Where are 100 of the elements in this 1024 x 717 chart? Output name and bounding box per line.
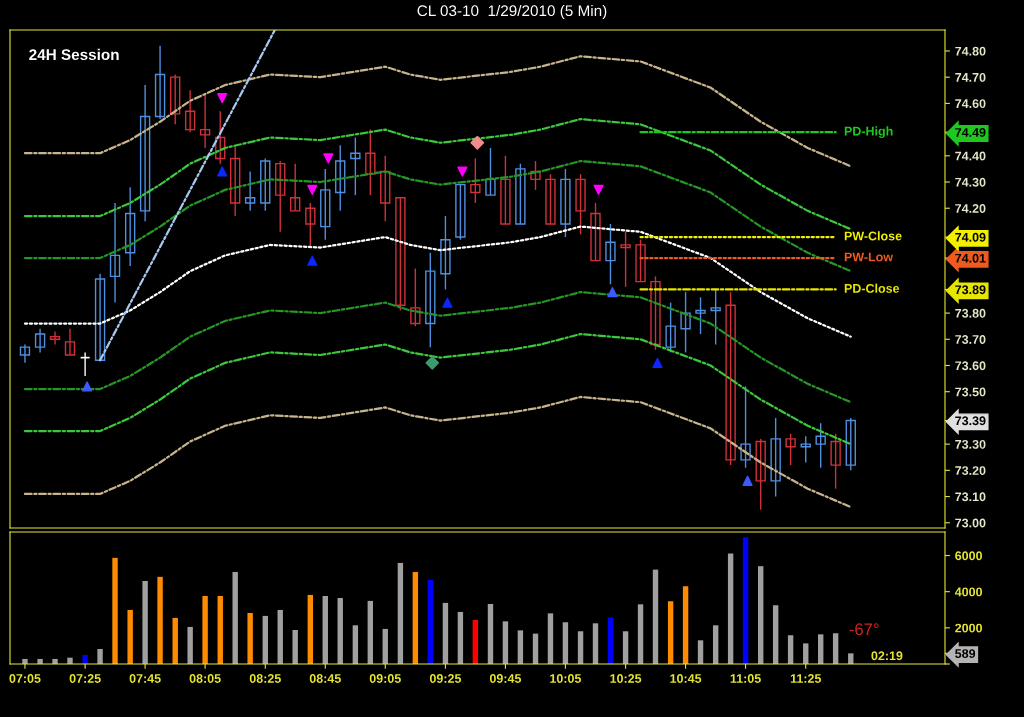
bar bbox=[652, 569, 659, 664]
x-tick-label: 11:25 bbox=[790, 674, 822, 683]
bar bbox=[787, 635, 794, 664]
series-label: PD-Close bbox=[844, 283, 900, 293]
x-tick-label: 08:45 bbox=[309, 674, 341, 683]
point bbox=[307, 184, 318, 195]
point bbox=[217, 93, 228, 104]
bar bbox=[667, 601, 674, 664]
bar bbox=[547, 613, 554, 664]
bar bbox=[337, 598, 343, 664]
bar bbox=[217, 596, 223, 664]
bar bbox=[247, 613, 253, 664]
point bbox=[82, 381, 93, 392]
y-tick-label: 6000 bbox=[955, 551, 983, 561]
x-tick-label: 09:45 bbox=[489, 674, 522, 683]
bar bbox=[487, 603, 494, 664]
series-label: PD-High bbox=[844, 126, 893, 139]
candlestick bbox=[170, 73, 181, 126]
point bbox=[470, 135, 485, 150]
candlestick bbox=[545, 173, 556, 225]
point bbox=[652, 357, 663, 368]
y-tick-label: 74.49 bbox=[955, 128, 986, 137]
bar bbox=[232, 571, 238, 664]
candlestick bbox=[260, 157, 271, 212]
candlestick bbox=[695, 296, 706, 335]
bar bbox=[292, 630, 298, 664]
candlestick bbox=[139, 84, 151, 223]
candlestick bbox=[229, 144, 241, 217]
bar bbox=[607, 617, 614, 664]
candlestick bbox=[395, 197, 406, 312]
bar bbox=[622, 631, 629, 664]
candlestick bbox=[215, 110, 226, 165]
bar bbox=[472, 619, 479, 664]
candlestick bbox=[350, 136, 361, 196]
candlestick bbox=[530, 160, 541, 191]
candlestick bbox=[244, 170, 256, 212]
candlestick bbox=[425, 252, 436, 348]
x-tick-label: 07:45 bbox=[129, 674, 161, 683]
y-tick-label: 74.09 bbox=[955, 232, 986, 242]
point bbox=[442, 297, 453, 308]
bar bbox=[82, 654, 88, 664]
point bbox=[742, 475, 753, 486]
bar bbox=[427, 579, 433, 664]
candlestick bbox=[34, 328, 46, 354]
candlestick bbox=[740, 385, 751, 469]
y-tick-label: 74.70 bbox=[955, 72, 986, 82]
line-series bbox=[23, 332, 852, 446]
series-label: PW-Low bbox=[844, 252, 894, 262]
bar bbox=[772, 605, 779, 664]
y-tick-label: 73.89 bbox=[955, 285, 986, 295]
candlestick bbox=[590, 202, 601, 262]
candlestick bbox=[575, 173, 586, 236]
bar bbox=[397, 562, 404, 664]
y-tick-label: 73.50 bbox=[955, 387, 986, 397]
x-tick-label: 10:45 bbox=[670, 674, 702, 683]
bar bbox=[562, 622, 569, 664]
bar bbox=[187, 626, 193, 664]
candlestick bbox=[124, 186, 136, 267]
candlestick bbox=[485, 147, 496, 196]
candlestick bbox=[455, 183, 466, 241]
candlestick bbox=[365, 128, 376, 196]
y-tick-label: 74.80 bbox=[955, 46, 986, 56]
y-tick-label: 74.20 bbox=[955, 204, 986, 213]
candlestick bbox=[440, 215, 451, 291]
bar bbox=[307, 594, 314, 664]
x-tick-label: 10:25 bbox=[610, 674, 642, 683]
candlestick bbox=[320, 168, 331, 241]
x-tick-label: 09:25 bbox=[429, 674, 462, 683]
bar bbox=[803, 643, 809, 664]
y-tick-label: 74.40 bbox=[955, 151, 986, 161]
bar bbox=[127, 609, 133, 664]
candlestick bbox=[470, 157, 481, 204]
chart-title: CL 03-10 1/29/2010 (5 Min) bbox=[417, 4, 607, 20]
bar bbox=[517, 630, 524, 664]
bar bbox=[712, 625, 719, 664]
candlestick bbox=[275, 160, 286, 233]
candlestick bbox=[815, 422, 826, 469]
bar bbox=[502, 621, 509, 664]
y-tick-label: 73.60 bbox=[955, 361, 986, 371]
y-tick-label: 73.20 bbox=[955, 466, 986, 476]
candlestick bbox=[199, 92, 211, 149]
candlestick bbox=[289, 162, 301, 212]
bar bbox=[322, 596, 328, 664]
bar bbox=[817, 634, 824, 664]
point bbox=[307, 255, 318, 266]
candlestick bbox=[620, 231, 631, 288]
y-tick-label: 73.10 bbox=[955, 492, 986, 502]
y-tick-label: 73.00 bbox=[955, 518, 986, 528]
y-tick-label: 2000 bbox=[955, 623, 983, 633]
x-tick-label: 10:05 bbox=[550, 674, 582, 683]
bar bbox=[457, 611, 464, 664]
y-tick-label: 74.60 bbox=[955, 99, 986, 109]
candlestick bbox=[500, 155, 511, 225]
candlestick bbox=[560, 168, 571, 238]
bar bbox=[442, 602, 449, 664]
bar bbox=[637, 604, 644, 664]
candlestick bbox=[755, 438, 766, 511]
point bbox=[425, 355, 440, 370]
candlestick bbox=[770, 417, 781, 498]
candlestick bbox=[650, 275, 661, 351]
